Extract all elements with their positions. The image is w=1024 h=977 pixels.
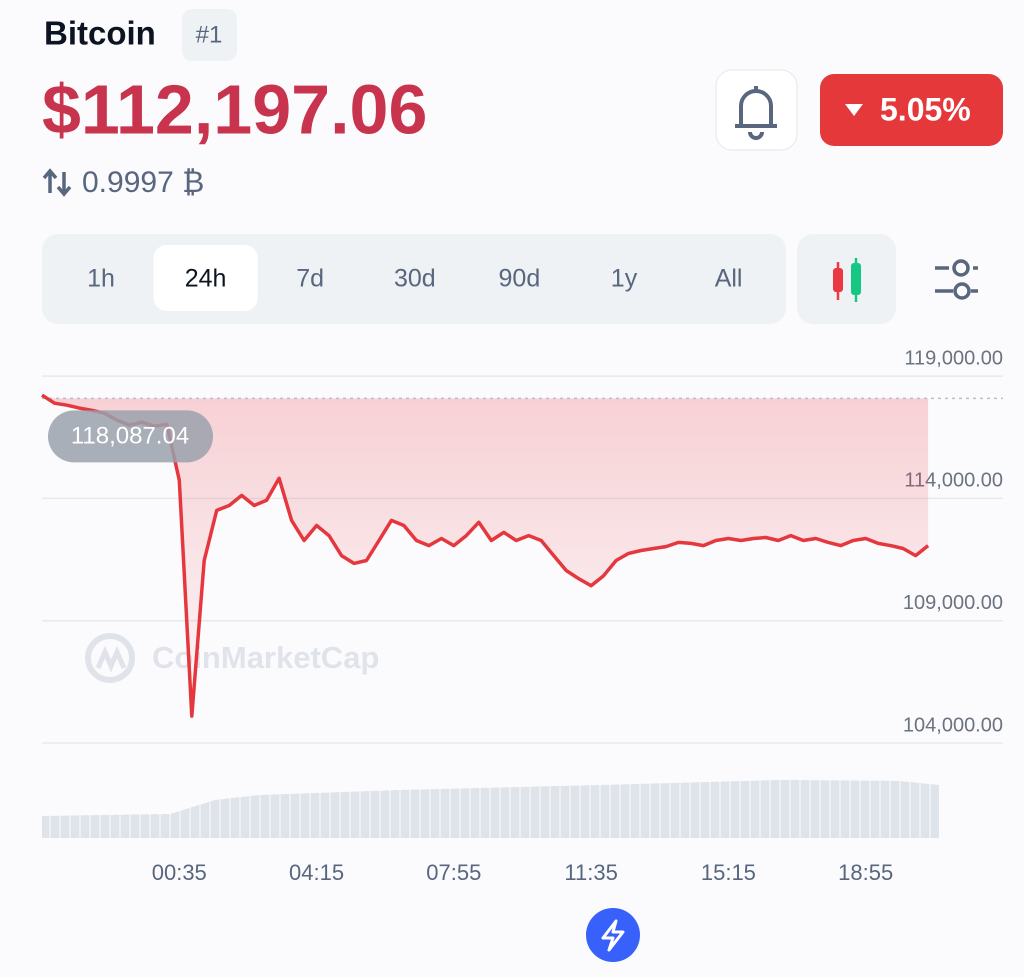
candle-button[interactable] [797, 234, 896, 324]
active-tab [153, 245, 258, 311]
bolt-icon [601, 919, 625, 952]
tab-label[interactable]: 1h [87, 265, 115, 293]
x-tick-label: 00:35 [152, 860, 207, 885]
watermark [85, 633, 135, 683]
area [42, 395, 929, 717]
x-tick-label: 04:15 [289, 860, 344, 885]
tab-label[interactable]: 30d [394, 265, 436, 293]
tab-label[interactable]: 90d [499, 265, 541, 293]
tab-label[interactable]: All [715, 265, 743, 293]
candle-icon [833, 258, 861, 302]
quick-action[interactable] [586, 908, 640, 962]
reference-label: 118,087.04 [71, 423, 189, 450]
btc-amount: 0.9997 ₿ [82, 166, 204, 199]
reference-badge [48, 410, 213, 463]
change: 5.05% [880, 91, 971, 127]
alert-button[interactable] [715, 69, 798, 151]
tab-label[interactable]: 24h [185, 265, 227, 293]
y-tick-label: 109,000.00 [903, 592, 1003, 614]
watermark-text: CoinMarketCap [152, 640, 379, 675]
change-pill [820, 74, 1003, 146]
x-tick-label: 07:55 [426, 860, 481, 885]
tab-label[interactable]: 1y [611, 265, 638, 293]
tabs: 1h 24h 7d 30d 90d 1y All [87, 245, 742, 311]
tab-label[interactable]: 7d [296, 265, 324, 293]
coin-name: Bitcoin [44, 15, 156, 52]
x-tick-label: 15:15 [701, 860, 756, 885]
rank-badge [182, 9, 237, 61]
x-tick-label: 11:35 [564, 860, 617, 885]
rank: #1 [196, 21, 223, 48]
price-line [41, 393, 930, 718]
plot: 104,000.00 109,000.00 114,000.00 119,000.00… [41, 347, 1003, 885]
bell-icon [735, 86, 777, 140]
y-tick-label: 119,000.00 [904, 347, 1003, 369]
price: $112,197.06 [42, 70, 427, 148]
volume-lines [49, 780, 931, 838]
y-tick-label: 104,000.00 [903, 714, 1003, 736]
down-arrow [845, 104, 863, 116]
x-tick-label: 18:55 [838, 860, 893, 885]
swap-icon [42, 168, 72, 197]
y-tick-label: 114,000.00 [904, 470, 1003, 492]
settings-icon[interactable] [935, 259, 978, 300]
